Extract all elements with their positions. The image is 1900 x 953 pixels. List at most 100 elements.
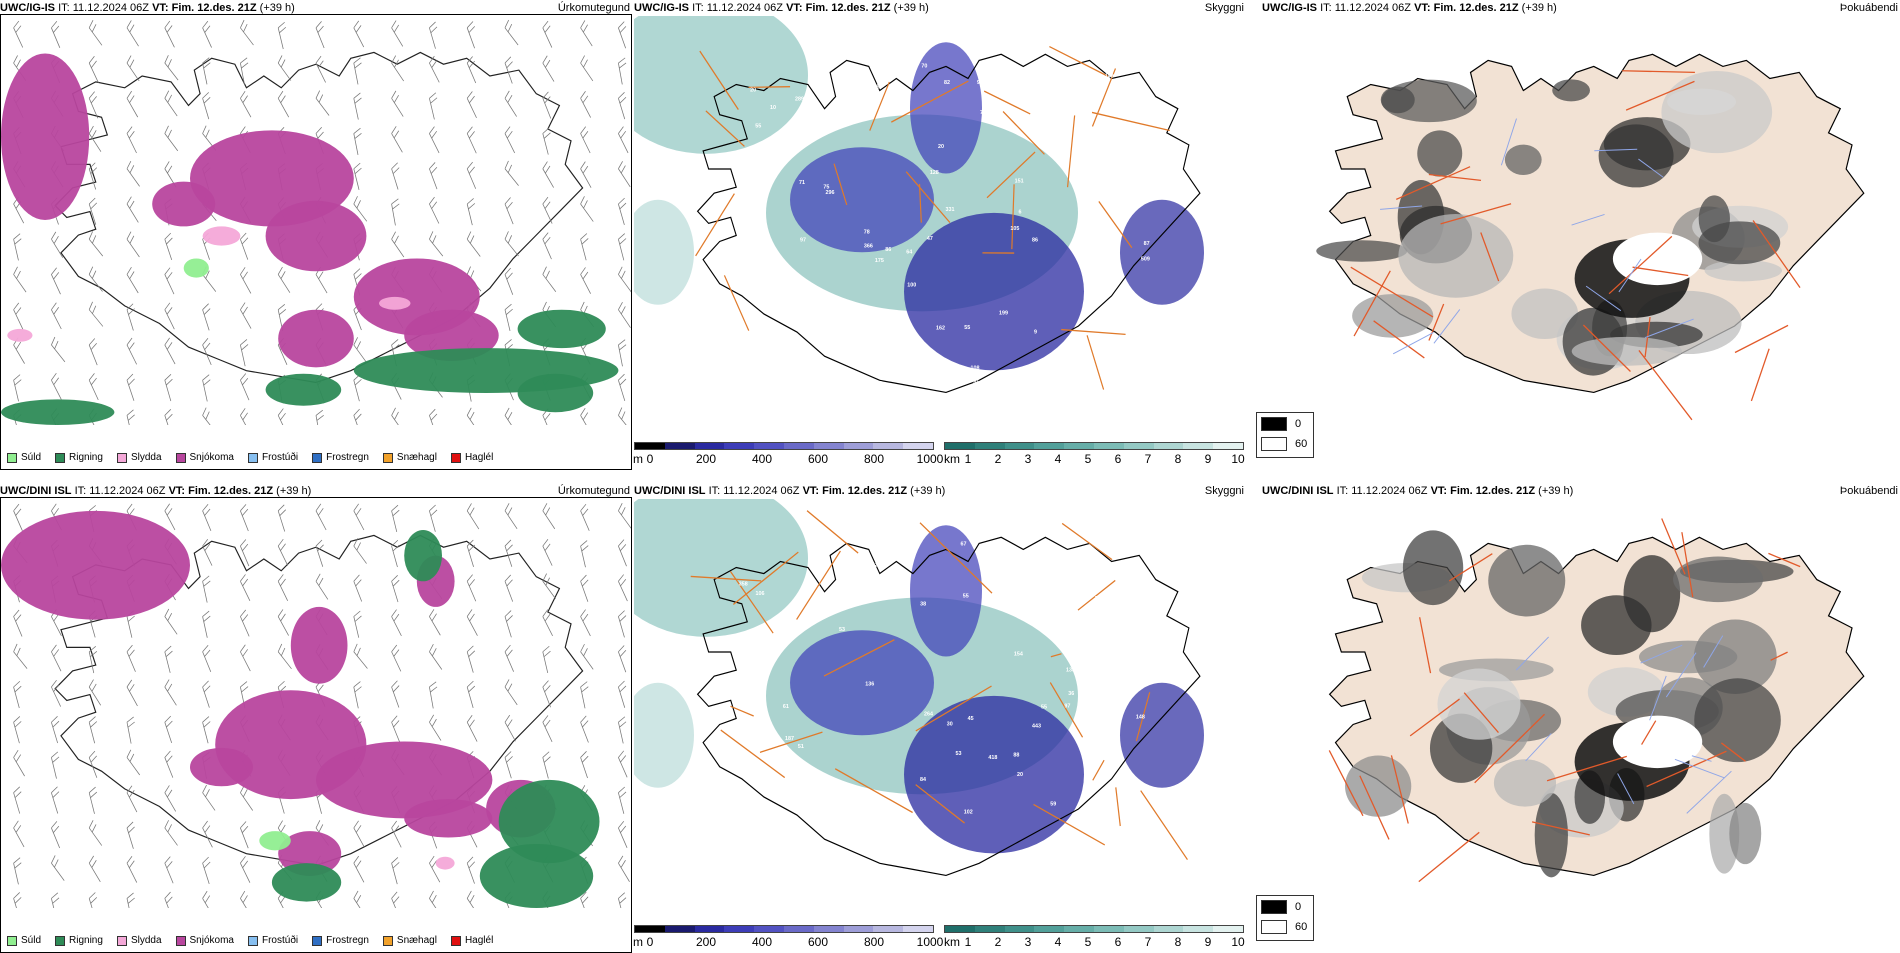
- visibility-value-label: 55: [1142, 670, 1148, 676]
- visibility-value-label: 128: [930, 170, 939, 176]
- colorbar-tick: 0: [647, 452, 654, 466]
- visibility-value-label: 352: [744, 356, 753, 362]
- visibility-value-label: 30: [947, 722, 953, 728]
- wind-barb: [163, 609, 184, 634]
- fog-gradient-area: [1494, 759, 1556, 806]
- colorbar-tick: 5: [1085, 452, 1092, 466]
- legend-label: Haglél: [465, 935, 493, 946]
- visibility-value-label: 20: [1017, 772, 1023, 778]
- wind-barb: [578, 55, 599, 80]
- wind-barb: [239, 408, 258, 425]
- wind-barb: [239, 574, 257, 600]
- wind-barb: [617, 893, 631, 908]
- visibility-value-label: 70: [921, 63, 927, 69]
- visibility-value-label: 59: [876, 381, 882, 387]
- precip-area: [278, 310, 354, 368]
- wind-barb: [503, 679, 524, 704]
- wind-barb: [277, 574, 295, 600]
- fog-gradient-area: [1316, 240, 1407, 262]
- wind-barb: [541, 56, 561, 82]
- wind-barb: [617, 540, 631, 567]
- visibility-value-label: 78: [1069, 357, 1075, 363]
- lead-time: (+39 h): [260, 2, 295, 14]
- legend-swatch: [1261, 900, 1287, 914]
- wind-barb: [428, 409, 444, 425]
- visibility-value-label: 84: [1143, 58, 1150, 64]
- wind-barb: [466, 22, 482, 49]
- unit-label: m: [633, 935, 643, 949]
- visibility-value-label: 64: [906, 249, 913, 255]
- precip-area: [203, 226, 241, 245]
- wind-barb: [617, 234, 631, 261]
- wind-barb: [239, 645, 257, 671]
- visibility-value-label: 55: [819, 119, 825, 125]
- colorbar-tick: 1: [965, 452, 972, 466]
- fog-area: [910, 525, 982, 656]
- legend-label: Súld: [21, 452, 41, 463]
- wind-barb: [504, 752, 519, 779]
- precip-legend-item: Frostregn: [312, 935, 369, 946]
- vt-value: Fim. 12.des. 21Z: [806, 2, 891, 14]
- visibility-value-label: 57: [1102, 236, 1108, 242]
- unit-label: m: [633, 452, 643, 466]
- wind-barb: [238, 20, 259, 45]
- visibility-value-label: 86: [1032, 237, 1038, 243]
- visibility-value-label: 181: [1047, 584, 1056, 590]
- wind-barb: [87, 231, 109, 256]
- wind-barb: [429, 682, 441, 709]
- fog-gradient-area: [1581, 595, 1651, 655]
- wind-barb: [202, 611, 215, 638]
- visibility-value-label: 136: [865, 681, 874, 687]
- visibility-value-label: 331: [946, 207, 955, 213]
- wind-barb: [353, 58, 365, 85]
- precip-area: [404, 530, 442, 581]
- wind-barb: [13, 716, 27, 743]
- colorbar-tick: 600: [808, 935, 828, 949]
- colorbar-tick: 10: [1231, 935, 1244, 949]
- vt-label: VT:: [169, 485, 186, 497]
- colorbar-tick: 400: [752, 452, 772, 466]
- panel-title: Skyggni: [1205, 0, 1244, 16]
- legend-swatch: [176, 936, 186, 946]
- unit-label: km: [944, 452, 960, 466]
- wind-barb: [579, 408, 598, 425]
- visibility-value-label: 509: [1141, 256, 1150, 262]
- visibility-value-label: 176: [884, 61, 893, 67]
- wind-barb: [50, 303, 68, 329]
- vt-value: Fim. 12.des. 21Z: [822, 485, 907, 497]
- wind-barb: [428, 197, 446, 223]
- wind-barb: [390, 163, 405, 190]
- colorbar-tick: 4: [1055, 935, 1062, 949]
- wind-barb: [541, 539, 559, 565]
- colorbar-tick: 400: [752, 935, 772, 949]
- fog-gradient-area: [1437, 669, 1520, 740]
- wind-barb: [125, 127, 143, 153]
- wind-barb: [503, 503, 523, 528]
- wind-barb: [353, 128, 365, 155]
- fog-gradient-area: [1398, 214, 1513, 298]
- precip-legend-item: Frostregn: [312, 452, 369, 463]
- wind-barb: [163, 785, 182, 811]
- wind-barb: [504, 198, 521, 225]
- wind-barb: [276, 91, 295, 117]
- wind-barb: [390, 821, 408, 847]
- wind-barb: [49, 855, 70, 880]
- wind-barb: [202, 375, 215, 402]
- visibility-value-label: 225: [872, 562, 881, 568]
- wind-barb: [314, 91, 335, 116]
- wind-barb: [239, 303, 258, 329]
- road: [721, 730, 785, 778]
- road: [724, 275, 748, 330]
- wind-barb: [541, 574, 562, 599]
- wind-barb: [88, 56, 106, 82]
- wind-barb: [466, 681, 480, 708]
- legend-label: Frostúði: [262, 452, 298, 463]
- visibility-value-label: 6: [1018, 209, 1021, 215]
- wind-barb: [239, 91, 258, 117]
- visibility-value-label: 60: [1026, 71, 1032, 77]
- panel-header: UWC/IG-IS IT: 11.12.2024 06Z VT: Fim. 12…: [1262, 0, 1900, 16]
- legend-label: 60: [1295, 921, 1307, 933]
